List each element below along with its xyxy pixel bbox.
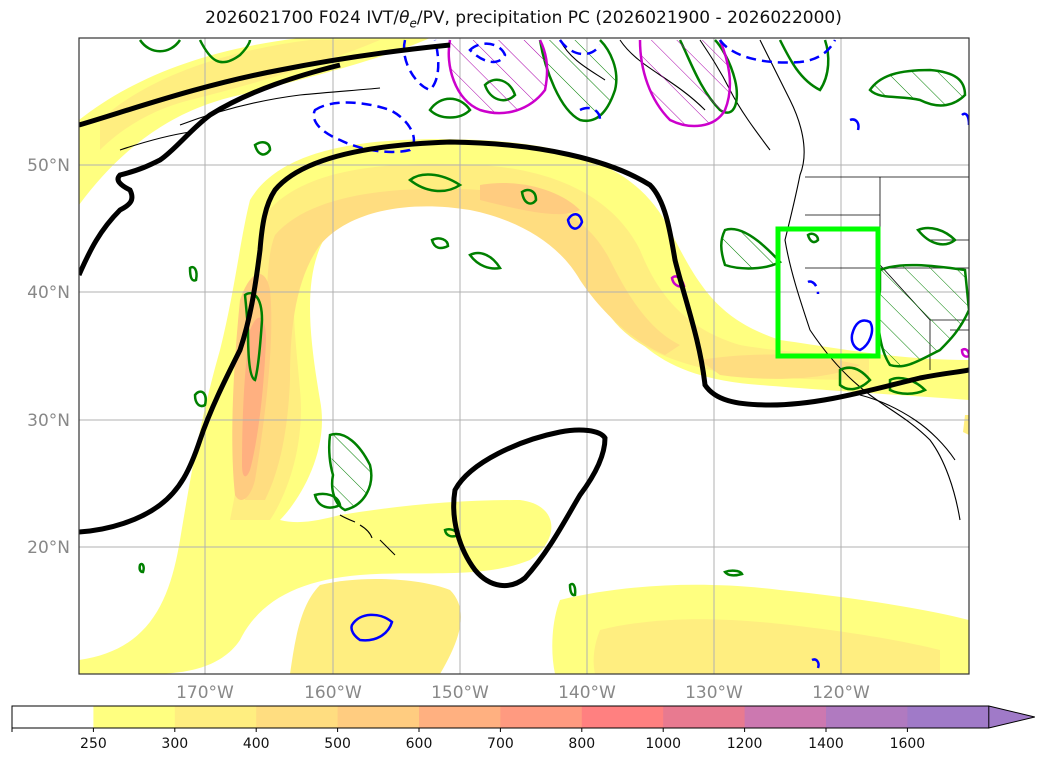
lon-labels: 170°W 160°W 150°W 140°W 130°W 120°W: [176, 683, 870, 703]
colorbar: 250 300 400 500 600 700 800 1000 1200 1400 1600: [11, 705, 1035, 752]
pv-contours-negative-solid: [350, 112, 969, 669]
colorbar-tick-label: 800: [568, 736, 595, 752]
colorbar-tick-label: 500: [324, 736, 351, 752]
ivt-shading: [79, 38, 969, 674]
colorbar-tick-label: 1000: [645, 736, 681, 752]
lon-label: 150°W: [431, 683, 489, 703]
colorbar-segment: [256, 706, 339, 728]
lon-label: 120°W: [812, 683, 870, 703]
graticule: [79, 38, 969, 674]
lat-label: 40°N: [27, 283, 70, 303]
coastlines: [119, 39, 961, 556]
colorbar-extend-arrow: [988, 705, 1035, 729]
colorbar-tick-label: 1600: [890, 736, 926, 752]
colorbar-tick-label: 600: [406, 736, 433, 752]
lat-labels: 20°N 30°N 40°N 50°N: [27, 156, 70, 558]
pv-hatch: [330, 40, 969, 510]
map-frame: [78, 37, 970, 675]
lat-label: 30°N: [27, 411, 70, 431]
colorbar-segment: [174, 706, 257, 728]
colorbar-segment: [500, 706, 583, 728]
colorbar-segment: [744, 706, 827, 728]
colorbar-segment: [581, 706, 664, 728]
colorbar-tick-label: 700: [487, 736, 514, 752]
colorbar-segment: [419, 706, 501, 728]
colorbar-segment: [907, 706, 990, 728]
theta-e-contours: [79, 42, 969, 588]
lon-label: 170°W: [176, 683, 234, 703]
colorbar-tick-label: 300: [161, 736, 188, 752]
pv-contours-negative-dashed: [312, 39, 837, 295]
lat-label: 20°N: [27, 538, 70, 558]
colorbar-tick-label: 1200: [727, 736, 763, 752]
lat-label: 50°N: [27, 156, 70, 176]
colorbar-segment: [663, 706, 746, 728]
colorbar-tick-label: 1400: [808, 736, 844, 752]
region-highlight-box: [775, 226, 881, 359]
colorbar-segment: [12, 706, 94, 728]
map-plot-area: [79, 38, 969, 674]
colorbar-tick-label: 250: [80, 736, 107, 752]
lon-label: 130°W: [685, 683, 743, 703]
lon-label: 160°W: [304, 683, 362, 703]
colorbar-segment: [337, 706, 420, 728]
figure-title: 2026021700 F024 IVT/θe/PV, precipitation…: [205, 8, 842, 31]
lon-label: 140°W: [558, 683, 616, 703]
colorbar-segment: [93, 706, 176, 728]
colorbar-tick-label: 400: [243, 736, 270, 752]
colorbar-segment: [826, 706, 908, 728]
